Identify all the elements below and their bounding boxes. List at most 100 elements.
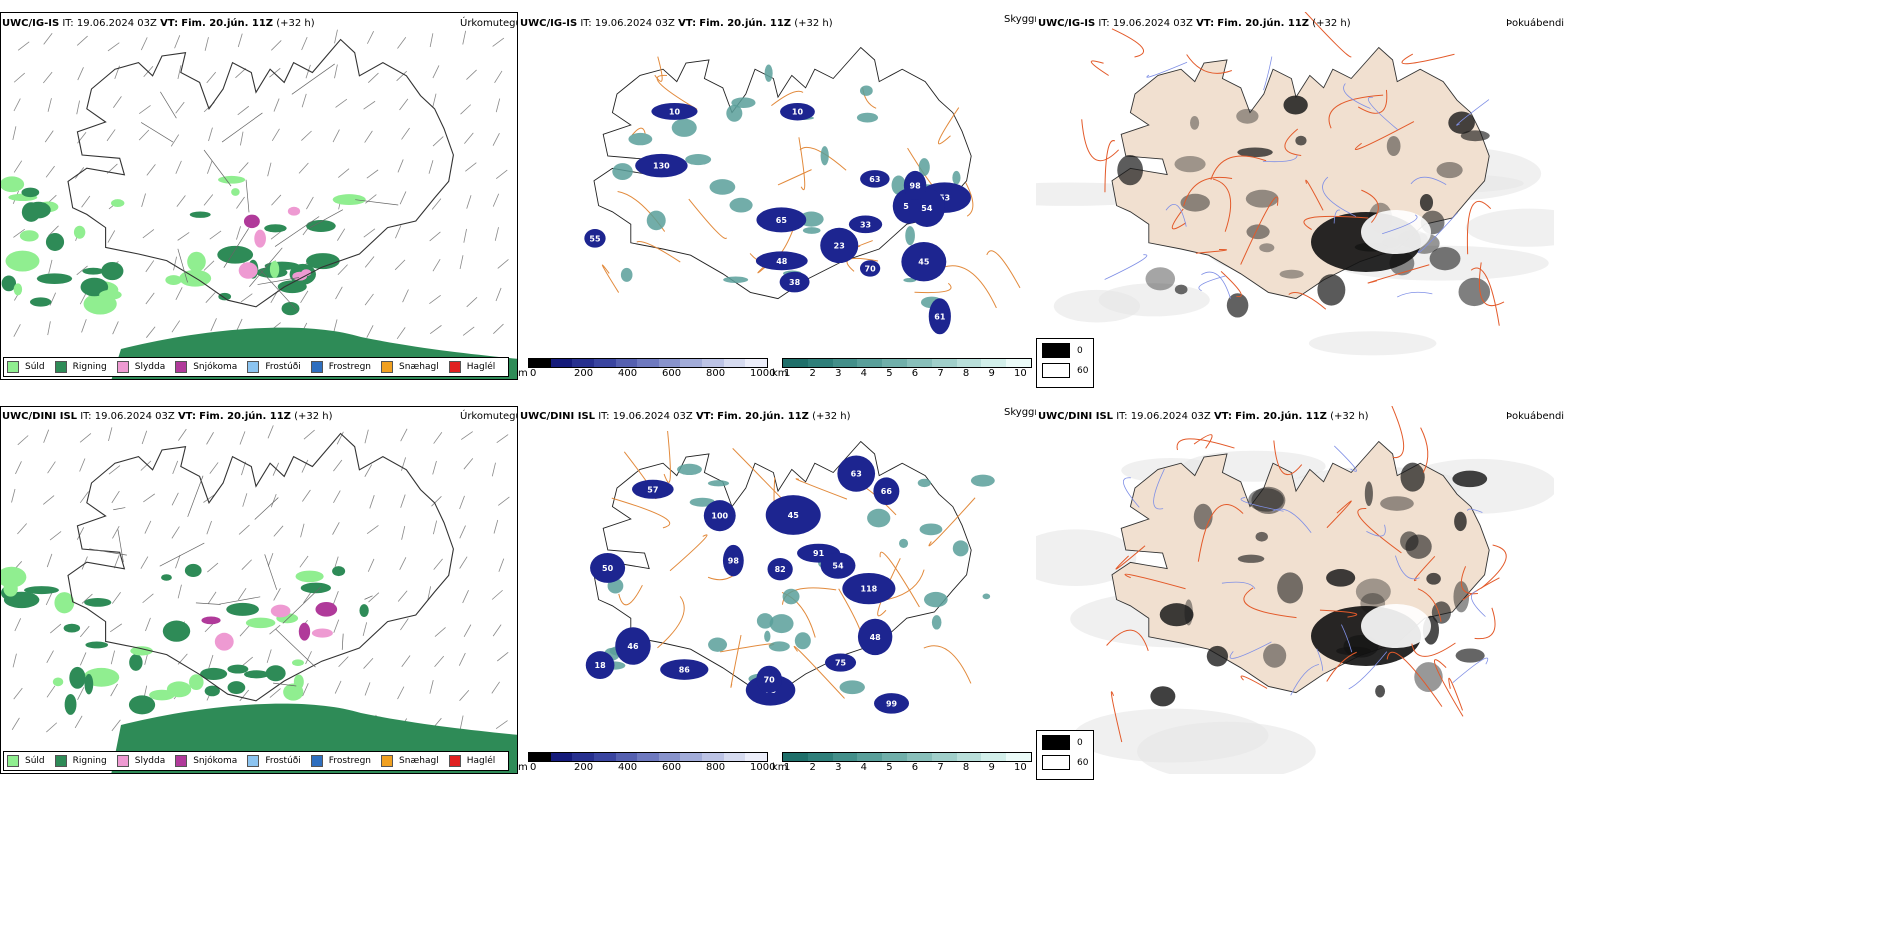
fog-cell — [1259, 243, 1275, 253]
wind-barb — [171, 492, 179, 506]
precip-cell — [227, 664, 249, 674]
wind-barb — [495, 287, 502, 302]
fog-cell — [1190, 116, 1200, 130]
wind-barb — [400, 428, 408, 442]
road — [1391, 406, 1405, 459]
visibility-patch — [723, 276, 749, 283]
bar-cell — [550, 753, 573, 761]
wind-barb — [463, 624, 472, 638]
bar-cell — [981, 753, 1007, 761]
wind-barb — [144, 520, 152, 534]
bar-tick-label: 8 — [962, 762, 970, 773]
precip-map-top — [1, 29, 517, 379]
wind-barb — [45, 165, 55, 178]
road — [1284, 128, 1302, 157]
wind-barb — [396, 70, 407, 82]
wind-barb — [431, 198, 442, 210]
road — [1460, 566, 1478, 595]
precip-cell — [111, 199, 125, 208]
fog-cell — [1159, 603, 1194, 627]
wind-barb — [463, 458, 474, 470]
bar-cells — [528, 752, 768, 762]
road — [1319, 609, 1358, 618]
wind-barb — [401, 526, 406, 540]
wind-barb — [333, 619, 340, 633]
legend-swatch — [116, 361, 129, 373]
precip-legend-item: Snjókoma — [175, 755, 237, 767]
fog-legend-dark-swatch — [1042, 343, 1070, 358]
river — [1146, 61, 1188, 78]
fog-cell — [1317, 274, 1346, 306]
wind-barb — [462, 590, 469, 604]
wind-barb — [111, 490, 120, 504]
road — [1357, 508, 1402, 554]
wind-barb — [459, 525, 466, 539]
precip-cell — [295, 570, 324, 583]
road — [89, 548, 127, 556]
precip-cell — [332, 566, 346, 577]
wind-barb — [46, 722, 58, 733]
river — [1123, 477, 1140, 508]
road — [1448, 677, 1464, 711]
fog-cell — [1386, 136, 1401, 157]
fog-cell — [1453, 581, 1470, 613]
wind-barb — [433, 431, 443, 444]
visibility-patch — [982, 593, 991, 600]
wind-barb — [138, 105, 151, 114]
bar-cells — [782, 358, 1032, 368]
bar-cell — [529, 753, 551, 761]
precip-legend-item: Frostregn — [310, 755, 371, 767]
wind-barb — [367, 72, 379, 83]
bar-tick-label: 8 — [962, 368, 970, 379]
legend-label: Snæhagl — [399, 362, 439, 372]
bar-tick-label: 1000 — [750, 762, 776, 773]
bar-cell — [745, 753, 767, 761]
wind-barb — [49, 531, 62, 541]
legend-label: Slydda — [134, 362, 166, 372]
precip-cell — [63, 623, 81, 633]
bar-tick-label: 10 — [1014, 762, 1027, 773]
river — [1165, 204, 1187, 227]
fog-cell — [1426, 572, 1441, 585]
wind-barb — [140, 37, 148, 51]
ceiling-cell — [857, 618, 893, 656]
road — [1210, 155, 1267, 180]
ceiling-label: 65 — [776, 216, 788, 225]
wind-barb — [146, 164, 156, 176]
fog-cell — [1236, 108, 1259, 124]
wind-barb — [113, 96, 122, 108]
ceiling-cell — [825, 653, 857, 672]
fog-legend-bottom: 0 60 — [1036, 730, 1094, 780]
wind-barb — [45, 592, 53, 606]
precip-header-bottom: UWC/DINI ISL IT: 19.06.2024 03Z VT: Fim.… — [2, 411, 333, 422]
wind-barb — [209, 230, 222, 240]
wind-barb — [333, 490, 341, 503]
fog-cell — [1400, 462, 1425, 492]
legend-label: Súld — [25, 362, 45, 372]
bar-tick-label: 7 — [937, 368, 944, 379]
wind-barb — [334, 680, 342, 694]
legend-label: Haglél — [466, 362, 496, 372]
visibility-bar-bottom: km 1 2 3 4 5 6 7 8 9 10 — [772, 752, 1034, 774]
road — [187, 475, 204, 517]
road — [245, 179, 250, 213]
river — [1263, 56, 1273, 91]
ceiling-label: 38 — [789, 278, 801, 287]
fog-cell — [1380, 496, 1414, 511]
wind-barb — [458, 652, 466, 666]
wind-barb — [46, 685, 56, 698]
wind-barb — [337, 264, 348, 276]
precip-legend-item: Frostúði — [247, 361, 301, 373]
wind-barb — [401, 127, 410, 140]
visibility-patch — [764, 64, 773, 82]
visibility-patch — [899, 538, 909, 548]
fog-cell — [1375, 684, 1386, 698]
wind-barb — [206, 71, 217, 84]
river — [1452, 657, 1489, 684]
road — [1355, 121, 1415, 151]
precip-cell — [13, 283, 23, 296]
river — [1290, 663, 1320, 696]
river — [1418, 212, 1458, 253]
fog-cell — [1245, 189, 1279, 208]
bar-cell — [783, 753, 808, 761]
